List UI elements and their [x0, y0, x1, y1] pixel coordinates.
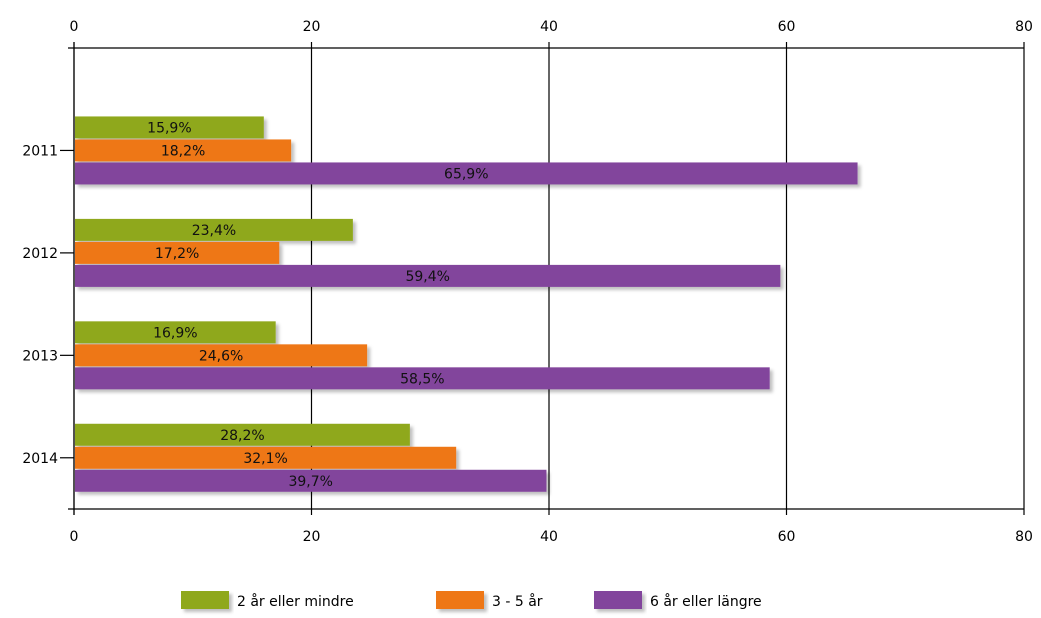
- x-tick-label-top: 0: [70, 19, 79, 35]
- bar: [75, 469, 547, 492]
- x-tick-label-bottom: 80: [1015, 529, 1033, 545]
- bars: 15,9% 18,2% 65,9% 23,4% 17,2% 59,4% 16,9%24,6%…: [75, 116, 858, 492]
- legend-entry-label: 3 - 5 år: [492, 593, 543, 610]
- y-tick-label: 2011: [22, 143, 58, 159]
- data-label: 17,2%: [155, 246, 199, 262]
- legend-swatch: [181, 591, 229, 609]
- bar: [75, 423, 410, 446]
- bar: [75, 218, 353, 241]
- bar: [75, 241, 280, 264]
- data-label: 32,1%: [243, 451, 287, 467]
- y-tick-label: 2014: [22, 451, 58, 467]
- bar: [75, 321, 276, 344]
- x-tick-label-bottom: 20: [303, 529, 321, 545]
- x-tick-label-bottom: 0: [70, 529, 79, 545]
- y-tick-label: 2012: [22, 246, 58, 262]
- data-label: 65,9%: [444, 166, 488, 182]
- bar: [75, 116, 264, 139]
- data-label: 28,2%: [220, 428, 264, 444]
- x-tick-label-top: 20: [303, 19, 321, 35]
- data-label: 23,4%: [192, 223, 236, 239]
- axes: 0 0 20 20 40 40 60 60 80 80 2011 2012 2013 2014: [22, 19, 1033, 545]
- bar: [75, 367, 770, 390]
- bar: [75, 344, 368, 367]
- data-label: 16,9%: [153, 325, 197, 341]
- data-label: 58,5%: [400, 371, 444, 387]
- bar: [75, 264, 781, 287]
- data-label: 24,6%: [199, 348, 243, 364]
- x-tick-label-top: 40: [540, 19, 558, 35]
- data-label: 18,2%: [161, 143, 205, 159]
- bar: [75, 446, 457, 469]
- bar: [75, 162, 858, 185]
- data-label: 15,9%: [147, 120, 191, 136]
- data-label: 59,4%: [405, 269, 449, 285]
- x-tick-label-top: 80: [1015, 19, 1033, 35]
- legend: 2 år eller mindre 3 - 5 år 6 år eller läng…: [181, 591, 762, 610]
- x-tick-label-bottom: 40: [540, 529, 558, 545]
- y-tick-label: 2013: [22, 348, 58, 364]
- bar: [75, 139, 292, 162]
- x-tick-label-top: 60: [778, 19, 796, 35]
- legend-entry-label: 6 år eller längre: [650, 593, 762, 610]
- x-tick-label-bottom: 60: [778, 529, 796, 545]
- data-label: 39,7%: [288, 474, 332, 490]
- legend-swatch: [436, 591, 484, 609]
- legend-swatch: [594, 591, 642, 609]
- legend-entry-label: 2 år eller mindre: [237, 593, 354, 610]
